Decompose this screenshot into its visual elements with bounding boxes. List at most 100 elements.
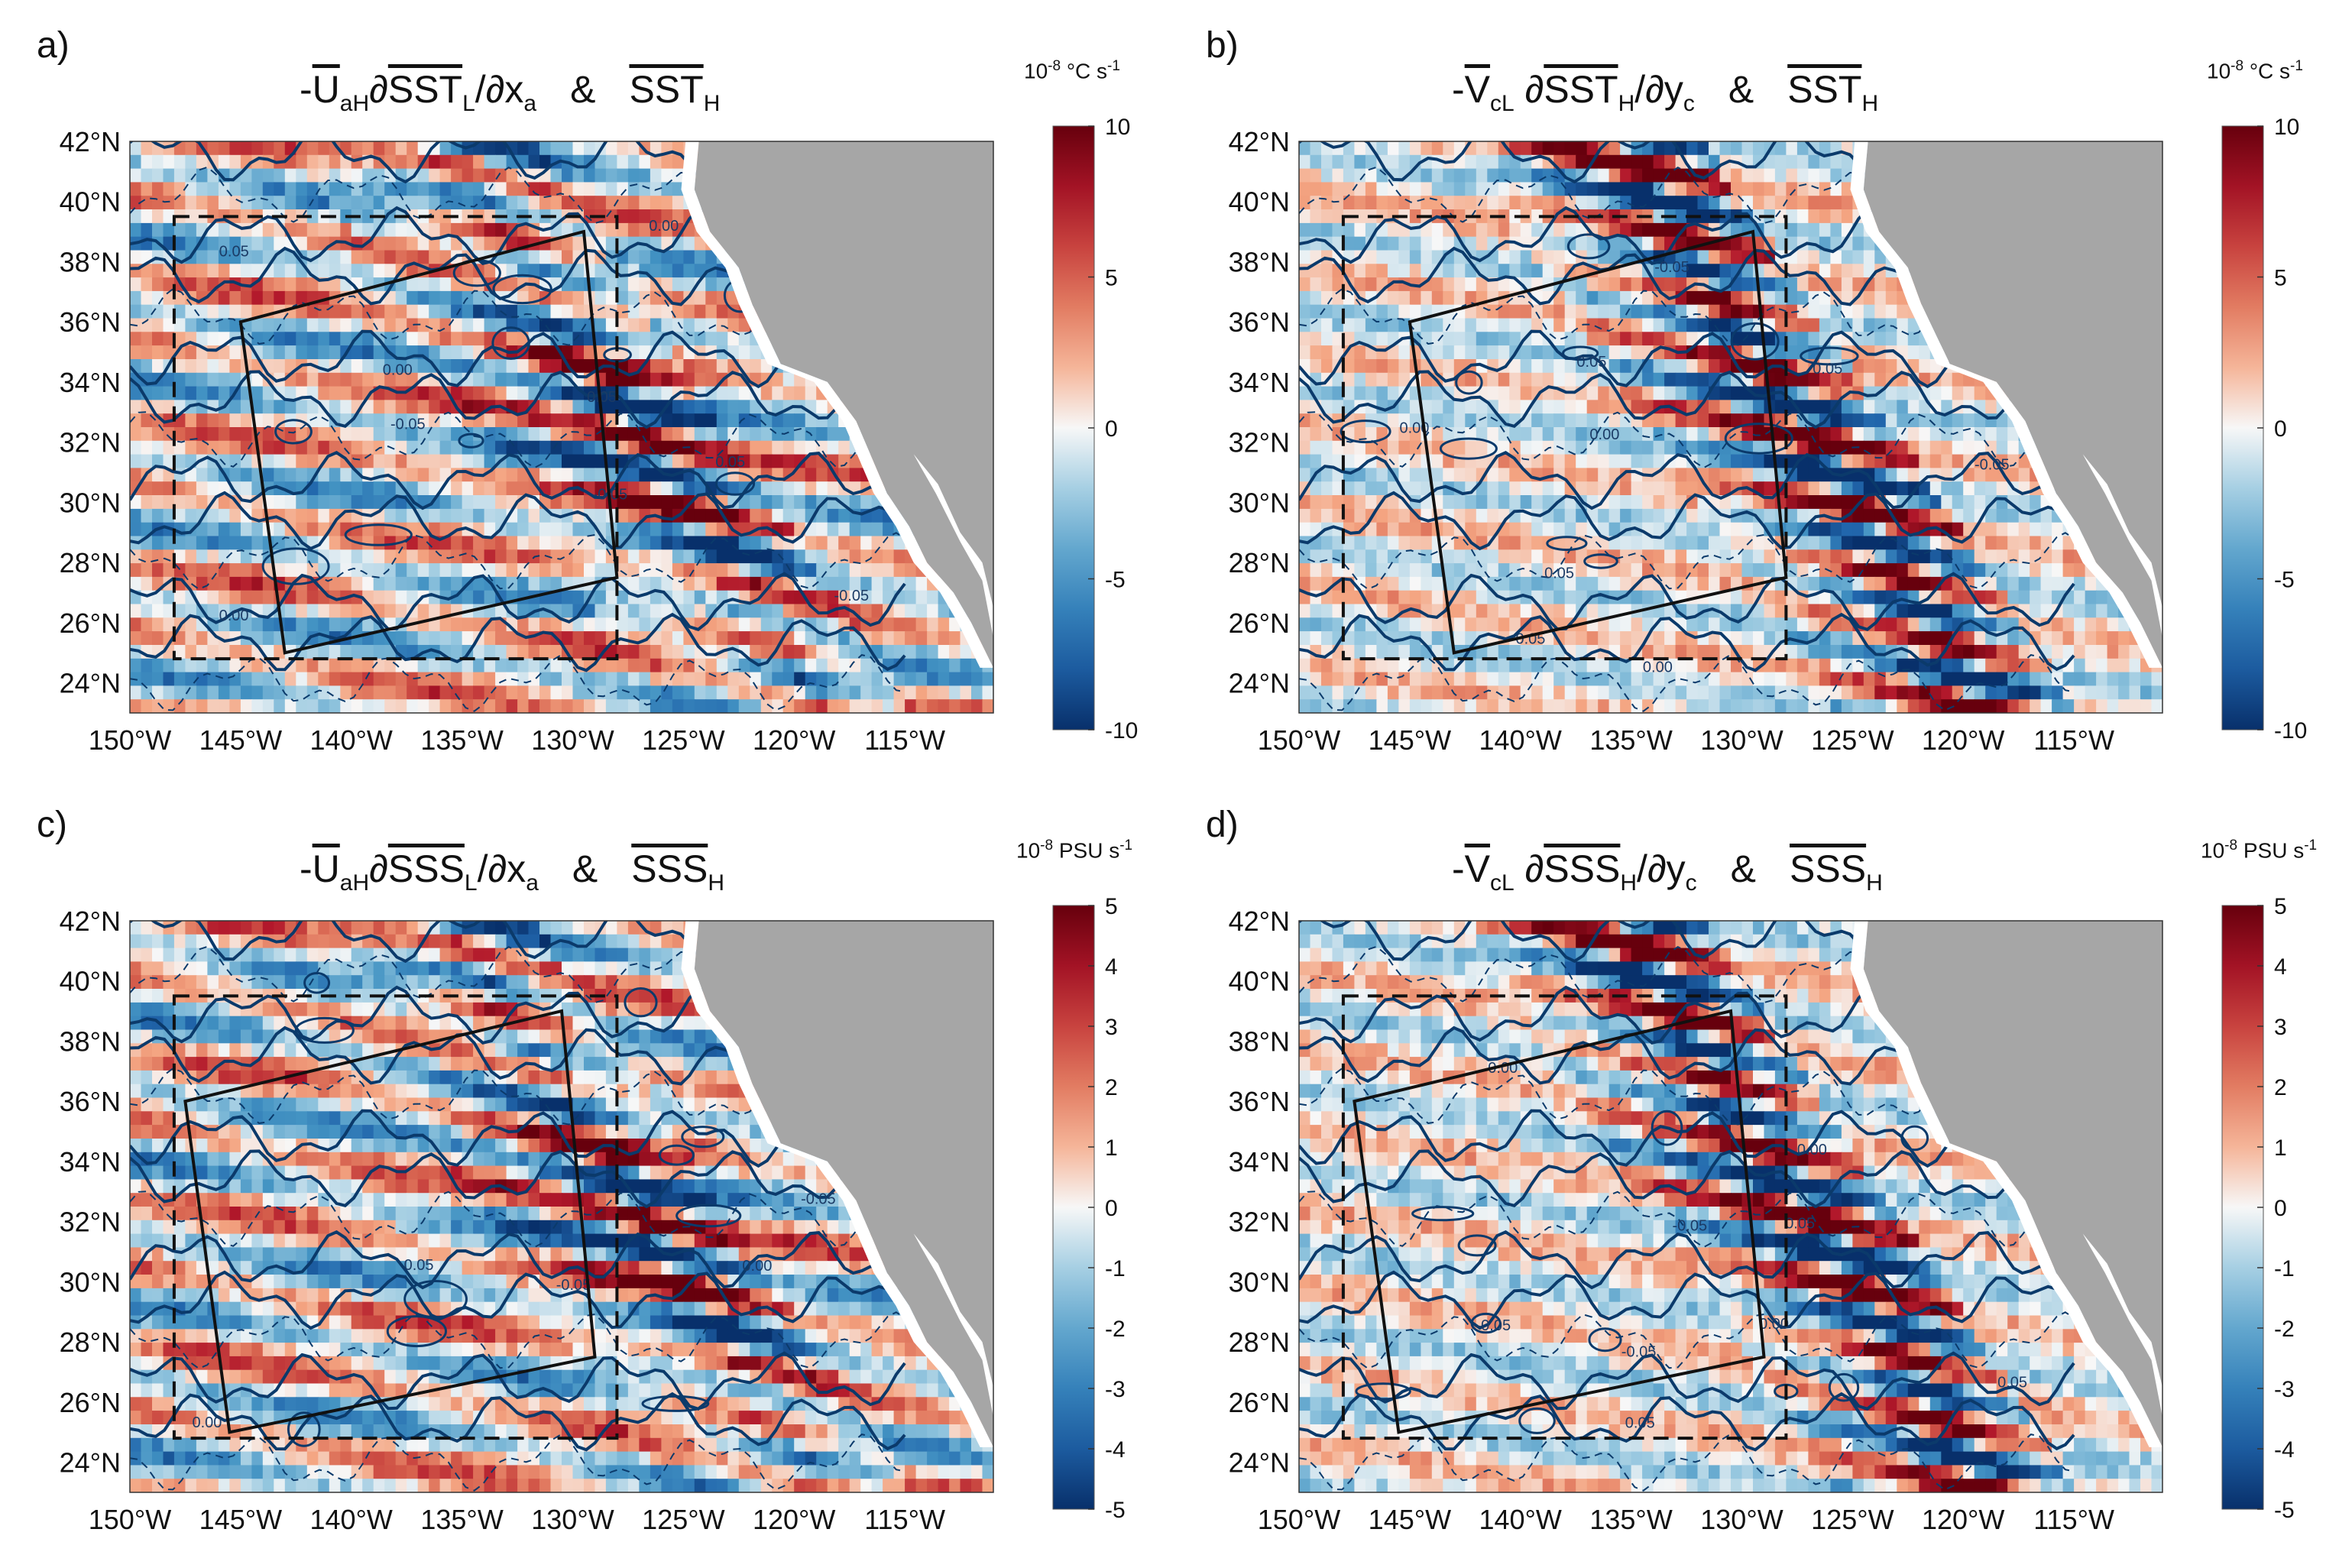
heatmap-cell [627,645,640,659]
heatmap-cell [130,290,142,306]
heatmap-cell [683,672,695,687]
heatmap-cell [207,481,219,496]
heatmap-cell [274,236,286,251]
heatmap-cell [539,141,552,156]
heatmap-cell [1553,413,1566,428]
heatmap-cell [163,549,175,564]
heatmap-cell [883,617,895,632]
heatmap-cell [462,590,474,605]
heatmap-cell [794,699,806,713]
heatmap-cell [152,672,164,687]
heatmap-cell [971,685,983,700]
heatmap-cell [451,413,463,428]
heatmap-cell [351,141,363,156]
heatmap-cell [429,400,441,414]
heatmap-cell [173,236,186,251]
heatmap-cell [528,440,540,455]
heatmap-cell [738,386,751,401]
heatmap-cell [672,209,685,224]
heatmap-cell [716,400,729,414]
heatmap-cell [1431,400,1444,414]
heatmap-cell [617,522,629,537]
heatmap-cell [1598,250,1610,265]
heatmap-cell [1487,386,1499,401]
heatmap-cell [1642,400,1654,414]
heatmap-cell [1819,209,1832,224]
heatmap-cell [605,318,618,333]
heatmap-cell [407,318,419,333]
heatmap-cell [1553,359,1566,374]
heatmap-cell [1542,168,1554,183]
heatmap-cell [417,250,429,265]
heatmap-cell [794,658,806,673]
heatmap-cell [340,359,352,374]
heatmap-cell [816,617,828,632]
heatmap-cell [484,359,496,374]
heatmap-cell [340,685,352,700]
heatmap-cell [439,141,452,156]
heatmap-cell [1808,182,1820,196]
heatmap-cell [152,277,164,292]
heatmap-cell [240,522,253,537]
heatmap-cell [429,304,441,319]
heatmap-cell [1431,236,1444,251]
heatmap-cell [229,236,241,251]
heatmap-cell [915,617,928,632]
heatmap-cell [141,290,153,306]
heatmap-cell [572,168,585,183]
heatmap-cell [1608,182,1621,196]
heatmap-cell [1764,222,1776,238]
heatmap-cell [1852,413,1864,428]
heatmap-cell [1421,182,1433,196]
heatmap-cell [284,196,297,210]
heatmap-cell [196,386,209,401]
heatmap-cell [927,699,939,713]
heatmap-cell [705,372,718,387]
heatmap-cell [1387,386,1400,401]
heatmap-cell [1476,196,1489,210]
heatmap-cell [1343,222,1356,238]
heatmap-cell [384,699,397,713]
heatmap-cell [605,141,618,156]
heatmap-cell [1731,264,1743,278]
heatmap-cell [362,617,374,632]
contour-line [130,491,906,551]
heatmap-cell [650,400,663,414]
heatmap-cell [661,617,673,632]
heatmap-cell [838,645,850,659]
heatmap-cell [627,536,640,551]
heatmap-cell [1520,372,1532,387]
heatmap-cell [1409,304,1422,319]
heatmap-cell [1421,332,1433,346]
heatmap-cell [1830,168,1842,183]
heatmap-cell [672,522,685,537]
heatmap-cell [207,250,219,265]
heatmap-cell [229,359,241,374]
contour-line [130,411,905,469]
heatmap-cell [572,549,585,564]
heatmap-cell [130,332,142,346]
heatmap-cell [627,250,640,265]
heatmap-cell [1686,386,1699,401]
heatmap-cell [1398,345,1411,360]
heatmap-cell [539,658,552,673]
heatmap-cell [794,440,806,455]
heatmap-cell [362,685,374,700]
heatmap-cell [639,481,651,496]
heatmap-cell [528,576,540,591]
heatmap-cell [251,222,264,238]
heatmap-cell [639,536,651,551]
heatmap-cell [395,685,407,700]
heatmap-cell [130,631,142,646]
heatmap-cell [1620,290,1632,306]
heatmap-cell [439,563,452,578]
heatmap-cell [1697,264,1709,278]
heatmap-cell [473,481,485,496]
heatmap-cell [893,631,905,646]
heatmap-cell [152,386,164,401]
heatmap-cell [1443,332,1455,346]
heatmap-cell [1398,359,1411,374]
heatmap-cell [306,141,319,156]
heatmap-cell [672,154,685,170]
heatmap-cell [262,590,275,605]
